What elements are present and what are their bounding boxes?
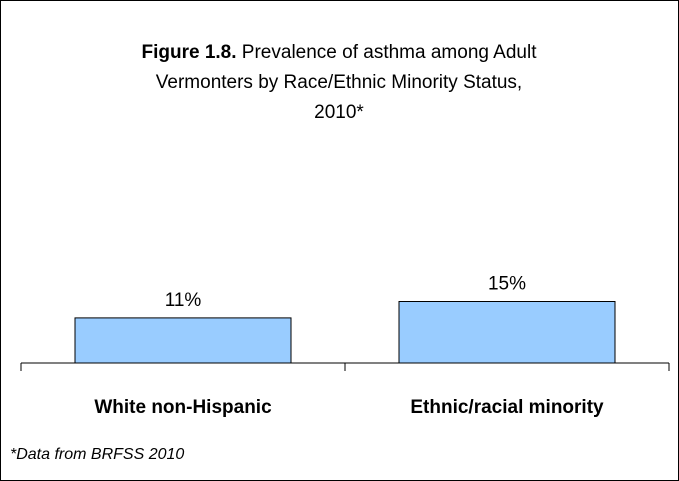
bar-2 [398,301,616,364]
bar-1 [74,317,292,364]
chart-title-line-2: Vermonters by Race/Ethnic Minority Statu… [155,72,523,93]
data-label-2: 15% [488,274,526,295]
plot-area: 11% White non-Hispanic 15% Ethnic/racial mi… [20,274,670,418]
category-label-2: Ethnic/racial minority [410,397,604,418]
category-label-1: White non-Hispanic [94,397,272,418]
chart-title: Figure 1.8. Prevalence of asthma among A… [31,38,647,128]
data-label-1: 11% [165,290,202,311]
chart-title-line-1: Figure 1.8. Prevalence of asthma among A… [31,38,647,68]
footnote: *Data from BRFSS 2010 [10,446,185,463]
chart-title-figure-number: Figure 1.8. [141,42,237,63]
chart-title-text: Prevalence of asthma among Adult [236,42,537,63]
chart-title-line-3: 2010* [314,102,364,123]
